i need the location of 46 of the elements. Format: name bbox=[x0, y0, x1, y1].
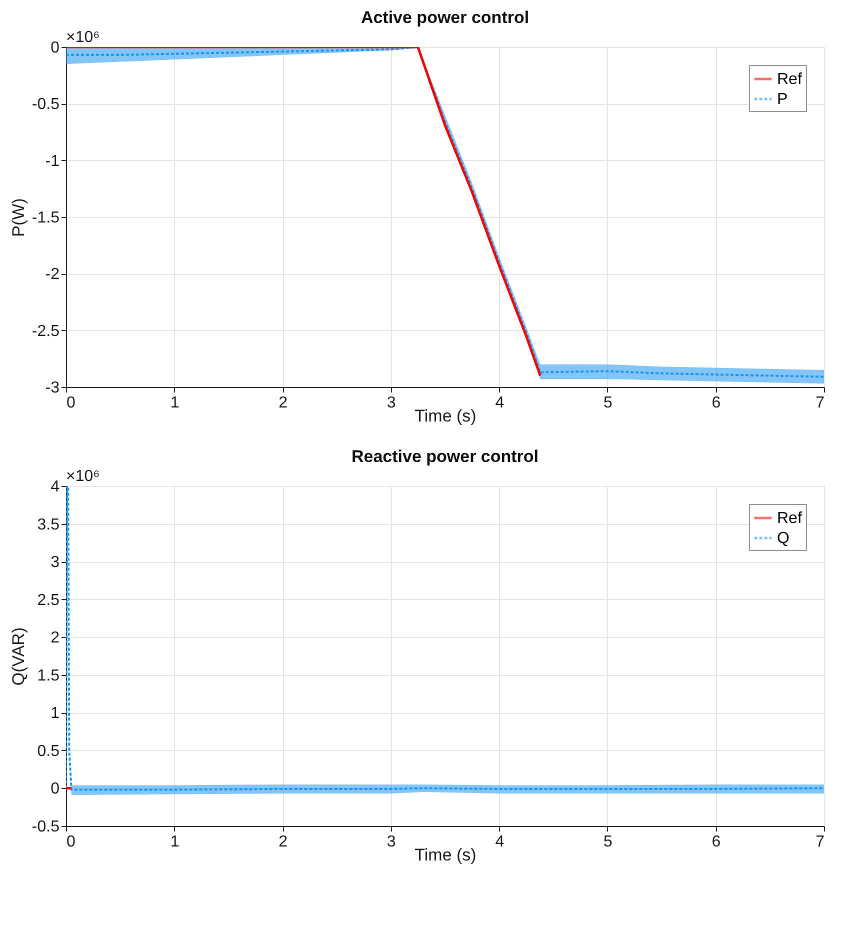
chart-title: Reactive power control bbox=[351, 447, 539, 466]
chart-title: Active power control bbox=[360, 8, 530, 27]
legend-label: P bbox=[777, 91, 788, 108]
y-tick-label: 2.5 bbox=[37, 592, 60, 609]
x-axis-title: Time (s) bbox=[414, 846, 476, 864]
y-tick-label: 1.5 bbox=[37, 667, 60, 684]
y-tick-label: -3 bbox=[45, 380, 60, 396]
x-tick-label: 4 bbox=[495, 834, 504, 850]
x-tick-label: 6 bbox=[712, 834, 721, 850]
legend-label: Ref bbox=[777, 510, 802, 527]
legend-label: Ref bbox=[777, 71, 802, 88]
x-tick-label: 1 bbox=[170, 394, 180, 412]
y-tick-label: -1 bbox=[45, 152, 60, 170]
line-series bbox=[66, 47, 542, 377]
y-tick-label: 1 bbox=[50, 705, 60, 722]
x-tick-label: 1 bbox=[170, 834, 180, 850]
y-tick-label: -2 bbox=[45, 266, 60, 284]
y-tick-label: 2 bbox=[50, 630, 60, 647]
y-tick-label: 0.5 bbox=[37, 742, 60, 760]
x-tick-label: 5 bbox=[603, 834, 612, 850]
x-tick-label: 0 bbox=[66, 834, 76, 850]
x-tick-label: 6 bbox=[712, 394, 721, 412]
x-tick-label: 4 bbox=[495, 394, 504, 412]
x-axis-title: Time (s) bbox=[414, 406, 476, 426]
text: ×10⁶ bbox=[66, 468, 100, 485]
x-tick-label: 7 bbox=[816, 394, 825, 412]
y-tick-label: 0 bbox=[50, 780, 60, 798]
x-tick-label: 2 bbox=[278, 834, 288, 850]
y-tick-label: -2.5 bbox=[32, 322, 60, 340]
text: ×10⁶ bbox=[66, 29, 100, 46]
y-tick-label: 3.5 bbox=[37, 516, 60, 534]
x-tick-label: 3 bbox=[386, 394, 396, 412]
y-tick-label: 3 bbox=[50, 554, 60, 572]
x-tick-label: 2 bbox=[278, 394, 288, 412]
y-axis-title: Q(VAR) bbox=[8, 627, 28, 686]
x-tick-label: 3 bbox=[386, 834, 396, 850]
x-tick-label: 5 bbox=[603, 394, 612, 412]
y-tick-label: 4 bbox=[50, 478, 60, 496]
x-tick-label: 7 bbox=[816, 834, 825, 850]
y-tick-label: 0 bbox=[50, 40, 60, 56]
y-axis-title: P(W) bbox=[8, 198, 28, 237]
y-tick-label: -0.5 bbox=[32, 818, 60, 836]
y-tick-label: -0.5 bbox=[32, 96, 60, 114]
y-tick-label: -1.5 bbox=[32, 210, 60, 226]
legend-label: Q bbox=[777, 530, 790, 547]
x-tick-label: 0 bbox=[66, 394, 76, 412]
